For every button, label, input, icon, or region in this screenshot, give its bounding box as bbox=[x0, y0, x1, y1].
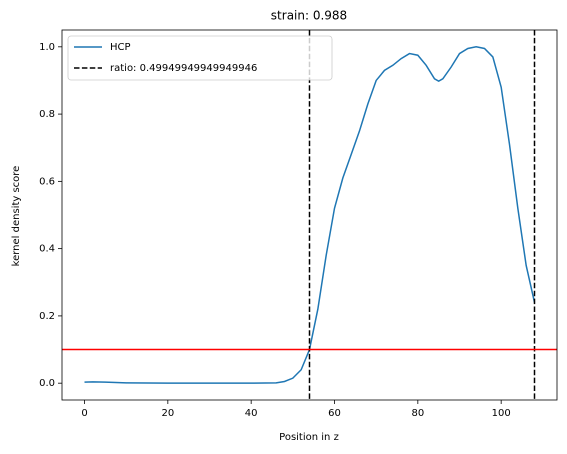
x-tick-label: 20 bbox=[161, 408, 174, 419]
x-tick-label: 80 bbox=[411, 408, 424, 419]
x-tick-label: 60 bbox=[328, 408, 341, 419]
y-tick-label: 0.4 bbox=[39, 244, 55, 255]
y-axis-label: kernel density score bbox=[11, 166, 22, 267]
y-tick-label: 0.2 bbox=[39, 311, 55, 322]
x-tick-label: 100 bbox=[492, 408, 511, 419]
y-tick-label: 0.8 bbox=[39, 109, 55, 120]
legend-box bbox=[67, 35, 333, 81]
axes-frame bbox=[61, 29, 558, 401]
x-tick-label: 0 bbox=[81, 408, 87, 419]
data-line bbox=[84, 46, 536, 384]
y-tick-label: 0.0 bbox=[39, 378, 55, 389]
legend-label: ratio: 0.49949949949949946 bbox=[110, 63, 257, 74]
x-axis-label: Position in z bbox=[279, 432, 339, 443]
y-tick-label: 0.6 bbox=[39, 176, 55, 187]
legend-label: HCP bbox=[110, 42, 131, 53]
y-tick-label: 1.0 bbox=[39, 42, 55, 53]
x-tick-label: 40 bbox=[245, 408, 258, 419]
chart-title: strain: 0.988 bbox=[271, 9, 347, 23]
